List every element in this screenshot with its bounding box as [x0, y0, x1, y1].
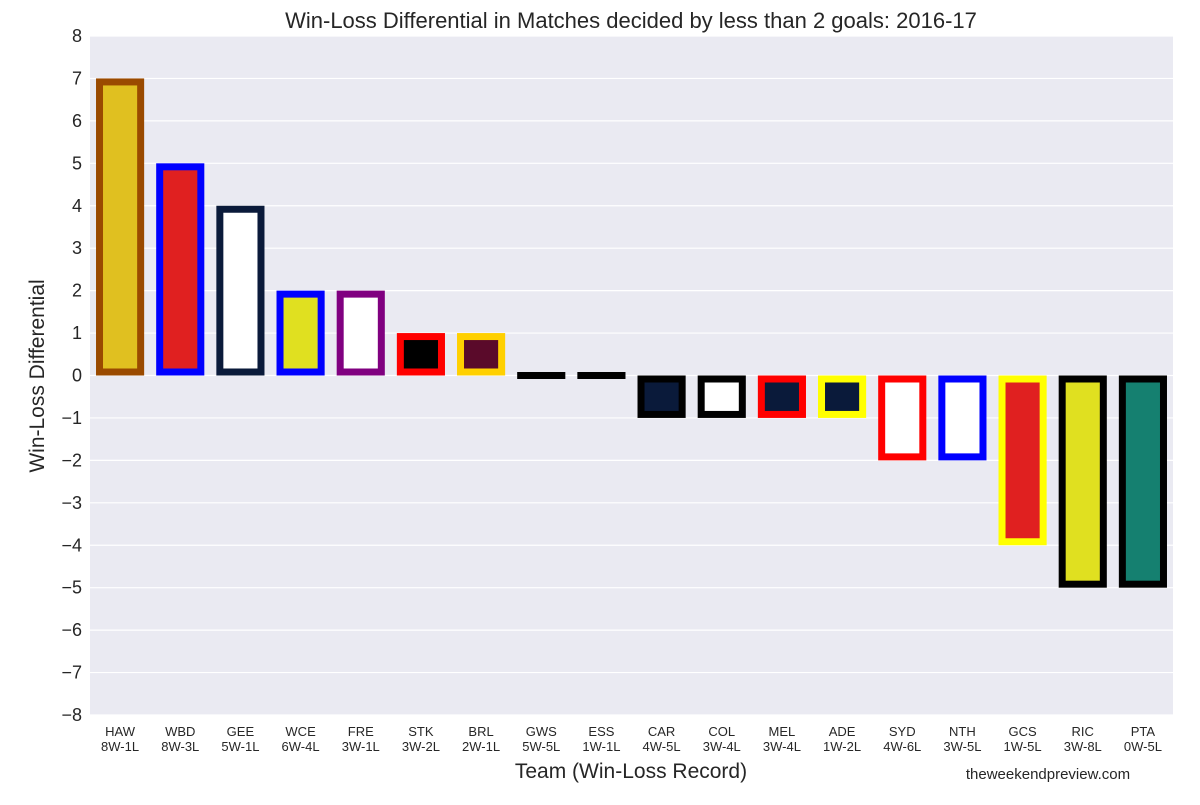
chart-title: Win-Loss Differential in Matches decided…	[285, 8, 977, 33]
bar-haw	[96, 78, 145, 376]
bar-rect	[938, 375, 987, 461]
x-tick-record: 8W-1L	[101, 739, 139, 754]
x-tick-team: WCE	[285, 724, 316, 739]
bar-fre	[336, 290, 385, 376]
y-tick-label: 3	[72, 238, 82, 258]
x-tick-record: 3W-5L	[943, 739, 981, 754]
y-tick-label: 0	[72, 366, 82, 386]
y-tick-label: −5	[61, 578, 82, 598]
x-tick-record: 5W-5L	[522, 739, 560, 754]
bar-rect	[1118, 375, 1167, 588]
bar-rect	[577, 372, 626, 379]
x-tick-team: BRL	[468, 724, 493, 739]
x-tick-team: HAW	[105, 724, 136, 739]
x-tick-record: 3W-1L	[342, 739, 380, 754]
bar-rect	[276, 290, 325, 376]
x-tick-team: GCS	[1008, 724, 1037, 739]
bar-rect	[998, 375, 1047, 546]
y-tick-label: −8	[61, 705, 82, 725]
bar-wbd	[156, 163, 205, 376]
bar-rect	[878, 375, 927, 461]
bar-col	[697, 375, 746, 418]
x-tick-record: 1W-2L	[823, 739, 861, 754]
x-tick-record: 1W-5L	[1004, 739, 1042, 754]
bar-ric	[1058, 375, 1107, 588]
x-tick-record: 4W-6L	[883, 739, 921, 754]
x-tick-team: WBD	[165, 724, 195, 739]
x-tick-record: 5W-1L	[221, 739, 259, 754]
y-tick-label: −6	[61, 620, 82, 640]
x-tick-record: 3W-8L	[1064, 739, 1102, 754]
bar-rect	[156, 163, 205, 376]
x-tick-team: SYD	[889, 724, 916, 739]
x-tick-record: 0W-5L	[1124, 739, 1162, 754]
y-tick-label: 1	[72, 323, 82, 343]
y-tick-label: −2	[61, 450, 82, 470]
bar-rect	[457, 333, 506, 376]
bar-wce	[276, 290, 325, 376]
bar-rect	[216, 205, 265, 376]
x-tick-team: RIC	[1072, 724, 1094, 739]
bar-pta	[1118, 375, 1167, 588]
y-axis-label: Win-Loss Differential	[26, 279, 49, 472]
bar-rect	[96, 78, 145, 376]
bar-syd	[878, 375, 927, 461]
y-tick-label: −3	[61, 493, 82, 513]
x-tick-record: 8W-3L	[161, 739, 199, 754]
gridlines	[90, 35, 1173, 716]
y-tick-labels: 8 7 6 5 4 3 2 1 0 −1 −2 −3 −4 −5 −6 −7 −8	[61, 26, 82, 725]
x-tick-team: GEE	[227, 724, 255, 739]
bar-rect	[697, 375, 746, 418]
bars	[96, 78, 1167, 588]
bar-gee	[216, 205, 265, 376]
y-tick-label: −1	[61, 408, 82, 428]
bar-ade	[818, 375, 867, 418]
x-tick-team: GWS	[526, 724, 557, 739]
bar-brl	[457, 333, 506, 376]
bar-gcs	[998, 375, 1047, 546]
x-tick-record: 6W-4L	[282, 739, 320, 754]
x-tick-team: COL	[708, 724, 735, 739]
bar-rect	[336, 290, 385, 376]
x-tick-record: 3W-2L	[402, 739, 440, 754]
x-tick-record: 3W-4L	[703, 739, 741, 754]
bar-rect	[1058, 375, 1107, 588]
y-tick-label: 2	[72, 281, 82, 301]
y-tick-label: 6	[72, 111, 82, 131]
y-tick-label: 8	[72, 26, 82, 46]
x-tick-team: ADE	[829, 724, 856, 739]
x-axis-label: Team (Win-Loss Record)	[515, 760, 747, 783]
x-tick-record: 3W-4L	[763, 739, 801, 754]
y-tick-label: 5	[72, 153, 82, 173]
bar-rect	[818, 375, 867, 418]
x-tick-team: ESS	[588, 724, 614, 739]
x-tick-team: STK	[408, 724, 434, 739]
bar-ess	[577, 372, 626, 379]
bar-stk	[396, 333, 445, 376]
bar-nth	[938, 375, 987, 461]
y-tick-label: −4	[61, 535, 82, 555]
bar-rect	[757, 375, 806, 418]
x-tick-team: PTA	[1131, 724, 1156, 739]
x-tick-team: FRE	[348, 724, 374, 739]
credit-text: theweekendpreview.com	[966, 766, 1130, 783]
bar-rect	[517, 372, 566, 379]
y-tick-label: 7	[72, 68, 82, 88]
x-tick-team: CAR	[648, 724, 675, 739]
y-tick-label: −7	[61, 663, 82, 683]
bar-mel	[757, 375, 806, 418]
x-tick-team: NTH	[949, 724, 976, 739]
x-tick-record: 4W-5L	[643, 739, 681, 754]
y-tick-label: 4	[72, 196, 82, 216]
x-tick-team: MEL	[769, 724, 796, 739]
x-tick-record: 2W-1L	[462, 739, 500, 754]
bar-rect	[637, 375, 686, 418]
bar-car	[637, 375, 686, 418]
bar-rect	[396, 333, 445, 376]
x-tick-record: 1W-1L	[582, 739, 620, 754]
bar-gws	[517, 372, 566, 379]
